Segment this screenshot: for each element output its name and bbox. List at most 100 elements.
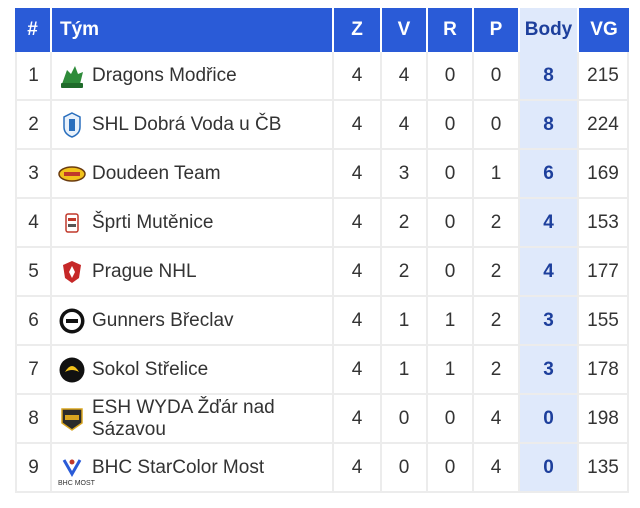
team-cell: Prague NHL: [52, 248, 334, 297]
points-cell: 8: [520, 101, 579, 150]
table-row[interactable]: 5 Prague NHL 4 2 0 2 4 177: [15, 248, 629, 297]
wins-cell: 3: [382, 150, 428, 199]
header-p[interactable]: P: [474, 8, 520, 52]
team-name: Doudeen Team: [92, 162, 221, 184]
rank-cell: 6: [15, 297, 52, 346]
header-team[interactable]: Tým: [52, 8, 334, 52]
goals-cell: 155: [579, 297, 629, 346]
header-v[interactable]: V: [382, 8, 428, 52]
team-name: Dragons Modřice: [92, 64, 237, 86]
points-cell: 6: [520, 150, 579, 199]
team-cell: SHL Dobrá Voda u ČB: [52, 101, 334, 150]
games-cell: 4: [334, 150, 382, 199]
team-link[interactable]: Sokol Střelice: [58, 356, 332, 384]
losses-cell: 2: [474, 346, 520, 395]
points-cell: 3: [520, 346, 579, 395]
team-link[interactable]: Dragons Modřice: [58, 62, 332, 90]
team-link[interactable]: Šprti Mutěnice: [58, 209, 332, 237]
goals-cell: 177: [579, 248, 629, 297]
team-link[interactable]: BHC MOST BHC StarColor Most: [58, 454, 332, 487]
draws-cell: 0: [428, 248, 474, 297]
table-row[interactable]: 3 Doudeen Team 4 3 0 1 6 169: [15, 150, 629, 199]
draws-cell: 0: [428, 101, 474, 150]
table-row[interactable]: 6 Gunners Břeclav 4 1 1 2 3 155: [15, 297, 629, 346]
losses-cell: 2: [474, 248, 520, 297]
team-cell: Šprti Mutěnice: [52, 199, 334, 248]
rank-cell: 8: [15, 395, 52, 444]
rank-cell: 7: [15, 346, 52, 395]
wins-cell: 0: [382, 444, 428, 493]
wins-cell: 2: [382, 248, 428, 297]
games-cell: 4: [334, 52, 382, 101]
games-cell: 4: [334, 297, 382, 346]
esh-logo-icon: [58, 405, 86, 433]
standings-table-container: # Tým Z V R P Body VG 1 Dragons Modřice 4…: [15, 8, 629, 493]
table-row[interactable]: 2 SHL Dobrá Voda u ČB 4 4 0 0 8 224: [15, 101, 629, 150]
rank-cell: 3: [15, 150, 52, 199]
table-row[interactable]: 1 Dragons Modřice 4 4 0 0 8 215: [15, 52, 629, 101]
draws-cell: 0: [428, 395, 474, 444]
rank-cell: 9: [15, 444, 52, 493]
logo-caption: BHC MOST: [58, 479, 95, 487]
goals-cell: 215: [579, 52, 629, 101]
wins-cell: 4: [382, 52, 428, 101]
header-points[interactable]: Body: [520, 8, 579, 52]
points-cell: 0: [520, 444, 579, 493]
shl-logo-icon: [58, 111, 86, 139]
goals-cell: 224: [579, 101, 629, 150]
goals-cell: 178: [579, 346, 629, 395]
team-link[interactable]: Gunners Břeclav: [58, 307, 332, 335]
team-link[interactable]: Doudeen Team: [58, 160, 332, 188]
losses-cell: 0: [474, 101, 520, 150]
games-cell: 4: [334, 248, 382, 297]
points-cell: 4: [520, 199, 579, 248]
header-r[interactable]: R: [428, 8, 474, 52]
table-row[interactable]: 4 Šprti Mutěnice 4 2 0 2 4 153: [15, 199, 629, 248]
team-cell: Dragons Modřice: [52, 52, 334, 101]
gunners-logo-icon: [58, 307, 86, 335]
team-name: Šprti Mutěnice: [92, 211, 214, 233]
losses-cell: 4: [474, 395, 520, 444]
draws-cell: 0: [428, 199, 474, 248]
team-name: Prague NHL: [92, 260, 197, 282]
table-row[interactable]: 8 ESH WYDA Žďár nad Sázavou 4 0 0 4 0 198: [15, 395, 629, 444]
draws-cell: 0: [428, 150, 474, 199]
header-vg[interactable]: VG: [579, 8, 629, 52]
rank-cell: 5: [15, 248, 52, 297]
team-link[interactable]: Prague NHL: [58, 258, 332, 286]
draws-cell: 0: [428, 52, 474, 101]
team-name: Gunners Břeclav: [92, 309, 234, 331]
losses-cell: 0: [474, 52, 520, 101]
team-link[interactable]: ESH WYDA Žďár nad Sázavou: [58, 397, 332, 441]
games-cell: 4: [334, 199, 382, 248]
team-cell: Sokol Střelice: [52, 346, 334, 395]
rank-cell: 4: [15, 199, 52, 248]
wins-cell: 1: [382, 297, 428, 346]
rank-cell: 2: [15, 101, 52, 150]
dragon-logo-icon: [58, 62, 86, 90]
team-cell: BHC MOST BHC StarColor Most: [52, 444, 334, 493]
team-cell: Doudeen Team: [52, 150, 334, 199]
doudeen-logo-icon: [58, 160, 86, 188]
team-cell: Gunners Břeclav: [52, 297, 334, 346]
table-row[interactable]: 9 BHC MOST BHC StarColor Most 4 0 0 4 0 135: [15, 444, 629, 493]
bhc-logo-icon: BHC MOST: [58, 454, 95, 487]
team-cell: ESH WYDA Žďár nad Sázavou: [52, 395, 334, 444]
draws-cell: 1: [428, 297, 474, 346]
header-z[interactable]: Z: [334, 8, 382, 52]
games-cell: 4: [334, 101, 382, 150]
losses-cell: 2: [474, 199, 520, 248]
team-link[interactable]: SHL Dobrá Voda u ČB: [58, 111, 332, 139]
header-rank[interactable]: #: [15, 8, 52, 52]
wins-cell: 1: [382, 346, 428, 395]
goals-cell: 169: [579, 150, 629, 199]
games-cell: 4: [334, 395, 382, 444]
points-cell: 3: [520, 297, 579, 346]
losses-cell: 2: [474, 297, 520, 346]
table-row[interactable]: 7 Sokol Střelice 4 1 1 2 3 178: [15, 346, 629, 395]
rank-cell: 1: [15, 52, 52, 101]
team-name: Sokol Střelice: [92, 358, 209, 380]
goals-cell: 198: [579, 395, 629, 444]
goals-cell: 135: [579, 444, 629, 493]
wins-cell: 0: [382, 395, 428, 444]
